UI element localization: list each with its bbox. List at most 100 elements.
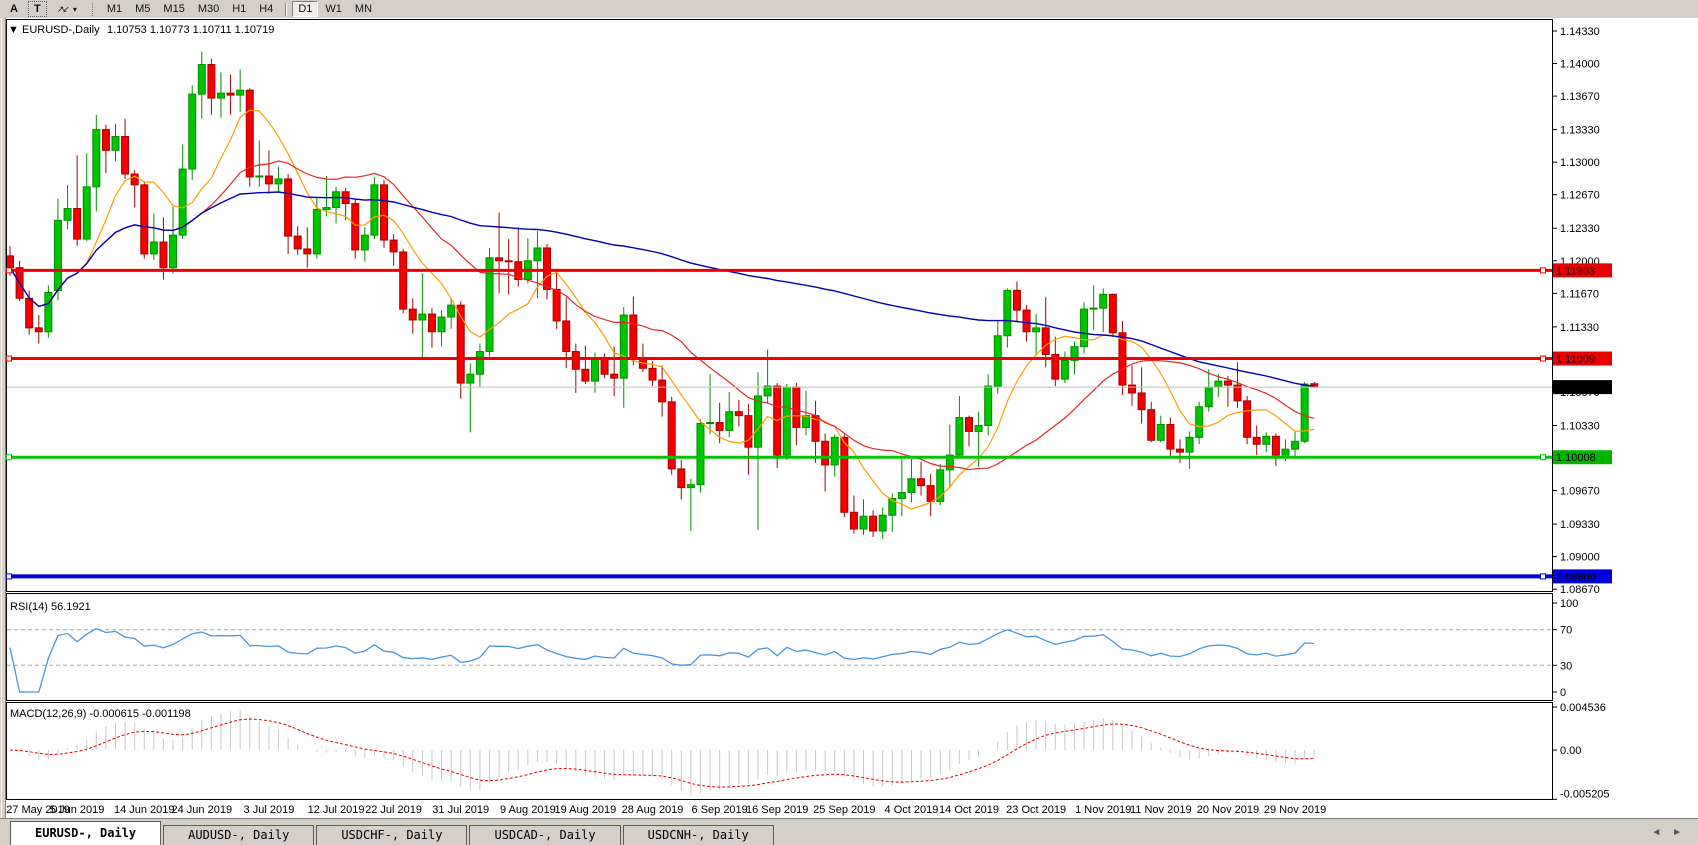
rsi-line (9, 627, 1315, 693)
cursor-arrows-icon: ↗↙ (56, 4, 70, 14)
timeframe-mn-button[interactable]: MN (349, 1, 378, 17)
date-tick-label: 20 Nov 2019 (1197, 804, 1259, 816)
macd-axis: 0.004536 0.00 -0.005205 (1553, 702, 1610, 800)
rsi-panel-frame (6, 593, 1553, 701)
timeframe-group: M1 M5 M15 M30 H1 H4 D1 W1 MN (101, 1, 379, 17)
tab-scroll-arrows: ◄ ► (1643, 827, 1682, 838)
price-tick-label: 1.10330 (1560, 420, 1600, 432)
date-tick-label: 1 Nov 2019 (1075, 804, 1131, 816)
date-tick-label: 12 Jul 2019 (308, 804, 365, 816)
chart-canvas[interactable]: 1.14330 1.14000 1.13670 1.13330 1.13000 1.126… (0, 18, 1698, 818)
price-tick-label: 1.13330 (1560, 125, 1600, 137)
main-panel-frame (6, 19, 1553, 592)
price-tick-label: 1.12330 (1560, 223, 1600, 235)
price-tick-label: 1.13000 (1560, 157, 1600, 169)
tab-audusd[interactable]: AUDUSD-, Daily (163, 825, 315, 845)
price-badge-label: 1.10008 (1556, 452, 1596, 464)
text-label-tool-button[interactable]: T (27, 1, 47, 17)
price-tick-label: 1.09670 (1560, 486, 1600, 498)
date-tick-label: 22 Jul 2019 (365, 804, 422, 816)
date-tick-label: 4 Oct 2019 (885, 804, 939, 816)
date-tick-label: 27 May 2019 (6, 804, 70, 816)
date-tick-label: 25 Sep 2019 (813, 804, 875, 816)
timeframe-m5-button[interactable]: M5 (129, 1, 156, 17)
price-badge-label: 1.08800 (1556, 571, 1596, 583)
macd-axis-label: -0.005205 (1560, 788, 1610, 800)
macd-indicator-label: MACD(12,26,9) -0.000615 -0.001198 (10, 708, 191, 720)
rsi-axis-label: 100 (1560, 598, 1578, 610)
tab-usdchf[interactable]: USDCHF-, Daily (316, 825, 468, 845)
tab-scroll-left-icon[interactable]: ◄ (1651, 827, 1662, 838)
line-handle[interactable] (6, 267, 12, 274)
date-tick-label: 11 Nov 2019 (1130, 804, 1192, 816)
tab-usdcnh[interactable]: USDCNH-, Daily (622, 825, 774, 845)
rsi-axis-label: 0 (1560, 687, 1566, 699)
arrow-label-tool-button[interactable]: A (4, 1, 24, 17)
moving-average-line-8 (9, 109, 1315, 510)
chart-bg (0, 18, 1698, 818)
timeframe-d1-button[interactable]: D1 (292, 1, 319, 17)
line-handle[interactable] (6, 355, 12, 362)
date-tick-label: 28 Aug 2019 (622, 804, 684, 816)
macd-axis-label: 0.004536 (1560, 702, 1606, 714)
line-handle[interactable] (6, 573, 12, 580)
date-tick-label: 3 Jul 2019 (244, 804, 295, 816)
date-tick-label: 5 Jun 2019 (50, 804, 104, 816)
line-handle[interactable] (1540, 573, 1546, 580)
window-left-edge (0, 18, 6, 818)
chart-tab-bar: EURUSD-, Daily AUDUSD-, Daily USDCHF-, Dai… (0, 818, 1698, 845)
price-tick-label: 1.09000 (1560, 552, 1600, 564)
timeframe-m30-button[interactable]: M30 (192, 1, 225, 17)
date-tick-label: 19 Aug 2019 (555, 804, 617, 816)
tab-usdcad[interactable]: USDCAD-, Daily (469, 825, 621, 845)
chart-menu-icon: ▼ (8, 24, 19, 36)
rsi-indicator-label: RSI(14) 56.1921 (10, 601, 91, 613)
price-badge-label: 1.11903 (1556, 265, 1595, 277)
date-tick-label: 31 Jul 2019 (432, 804, 489, 816)
price-tick-label: 1.11330 (1560, 322, 1599, 334)
toolbar-separator (285, 2, 288, 16)
tab-scroll-right-icon[interactable]: ► (1672, 827, 1682, 838)
date-tick-label: 24 Jun 2019 (172, 804, 233, 816)
date-tick-label: 14 Jun 2019 (114, 804, 175, 816)
moving-average-line-100 (9, 191, 1315, 388)
toolbar: A T ↗↙ ▾ M1 M5 M15 M30 H1 H4 D1 W1 MN (0, 0, 1698, 18)
line-handle[interactable] (6, 454, 12, 461)
line-handle[interactable] (1540, 267, 1546, 274)
date-tick-label: 16 Sep 2019 (746, 804, 808, 816)
timeframe-w1-button[interactable]: W1 (319, 1, 348, 17)
chart-title: EURUSD-,Daily (22, 24, 100, 36)
price-badges: 1.11903 1.11009 1.10719 1.10008 1.08800 (1553, 263, 1612, 584)
date-tick-label: 14 Oct 2019 (939, 804, 999, 816)
cursor-tool-button[interactable]: ↗↙ ▾ (51, 1, 83, 17)
chevron-down-icon: ▾ (72, 5, 77, 14)
toolbar-grip (91, 2, 96, 16)
timeframe-m15-button[interactable]: M15 (157, 1, 190, 17)
price-tick-label: 1.08670 (1560, 584, 1600, 596)
date-tick-label: 29 Nov 2019 (1264, 804, 1326, 816)
macd-plot (9, 710, 1315, 796)
timeframe-h4-button[interactable]: H4 (253, 1, 279, 17)
line-handle[interactable] (1540, 454, 1546, 461)
price-badge-label: 1.10719 (1556, 382, 1596, 394)
timeframe-m1-button[interactable]: M1 (101, 1, 128, 17)
price-tick-label: 1.12670 (1560, 190, 1600, 202)
rsi-axis-label: 70 (1560, 625, 1572, 637)
price-tick-label: 1.14000 (1560, 59, 1600, 71)
tab-eurusd[interactable]: EURUSD-, Daily (10, 821, 162, 845)
rsi-panel: 100 70 30 0 (7, 598, 1578, 699)
date-tick-label: 23 Oct 2019 (1006, 804, 1066, 816)
macd-panel-frame (6, 702, 1553, 800)
price-axis[interactable]: 1.14330 1.14000 1.13670 1.13330 1.13000 1.126… (1553, 26, 1600, 596)
price-tick-label: 1.09330 (1560, 519, 1600, 531)
timeframe-h1-button[interactable]: H1 (226, 1, 252, 17)
chart-window: 1.14330 1.14000 1.13670 1.13330 1.13000 1.126… (0, 18, 1698, 818)
price-tick-label: 1.11670 (1560, 288, 1599, 300)
chart-ohlc-readout: 1.10753 1.10773 1.10711 1.10719 (107, 24, 274, 36)
price-tick-label: 1.13670 (1560, 91, 1600, 103)
price-tick-label: 1.14330 (1560, 26, 1600, 38)
price-badge-label: 1.11009 (1556, 354, 1595, 366)
line-handle[interactable] (1540, 355, 1546, 362)
rsi-axis-label: 30 (1560, 660, 1572, 672)
